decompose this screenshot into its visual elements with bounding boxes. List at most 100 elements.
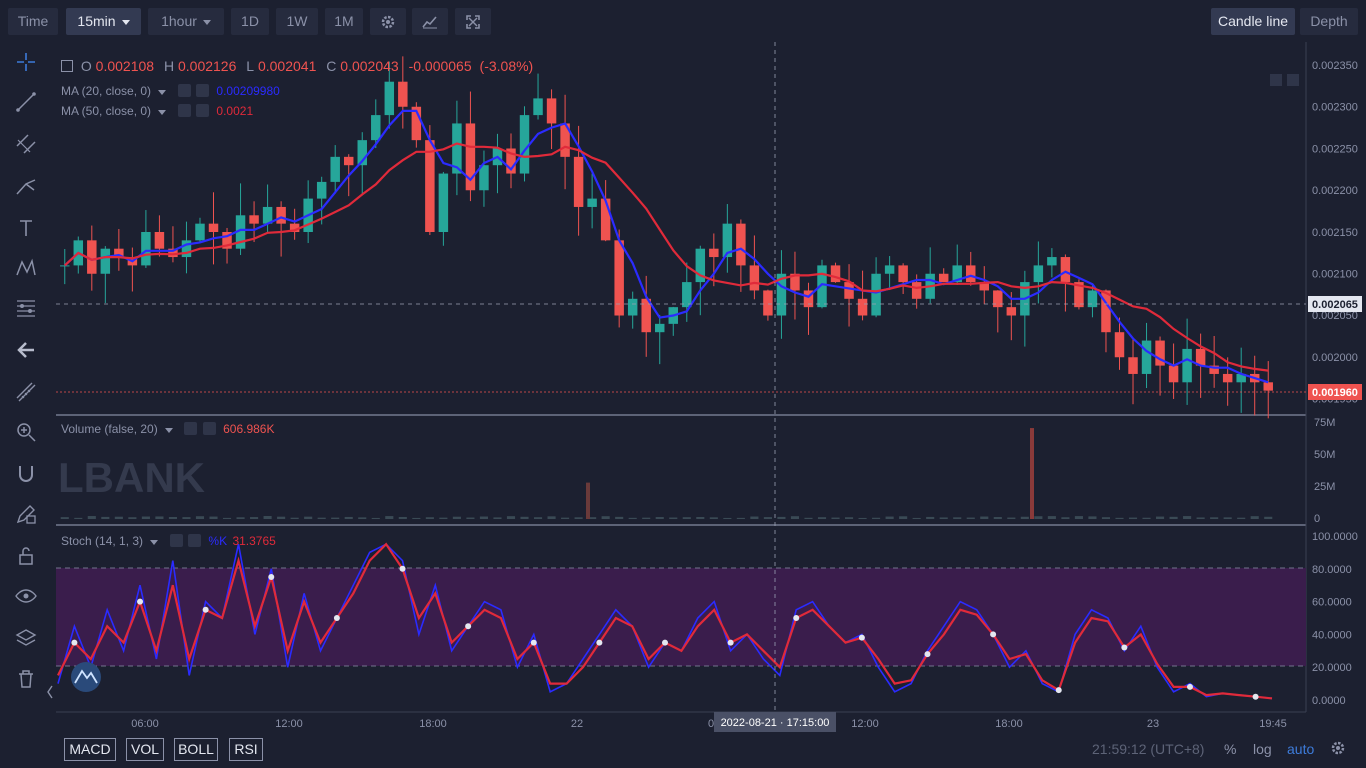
depth-button[interactable]: Depth (1300, 8, 1358, 35)
close-icon[interactable] (202, 422, 216, 435)
chevron-down-icon[interactable] (165, 428, 174, 433)
ma20-legend: MA (20, close, 0) 0.00209980 (61, 84, 280, 98)
candle-body (803, 290, 814, 308)
close-icon[interactable] (196, 104, 210, 117)
fibonacci-icon[interactable] (14, 296, 38, 320)
candle-body (154, 232, 165, 249)
text-tool-icon[interactable] (14, 216, 38, 240)
indicators-button[interactable] (412, 8, 448, 35)
chevron-down-icon[interactable] (158, 90, 167, 95)
magnet-icon[interactable] (14, 462, 38, 486)
indicator-boll-button[interactable]: BOLL (174, 738, 218, 761)
time-tick-label: 18:00 (419, 718, 447, 730)
candle-body (465, 123, 476, 191)
pane-separator[interactable] (56, 524, 1306, 526)
candle-body (655, 323, 665, 333)
volume-bar (777, 516, 786, 519)
candle-body (776, 273, 787, 316)
time-tick-label: 06:00 (131, 718, 159, 730)
auto-toggle[interactable]: auto (1287, 741, 1315, 757)
gear-icon[interactable] (177, 104, 191, 117)
vol-label: VOL (130, 741, 159, 757)
gear-icon[interactable] (184, 422, 198, 435)
price-axis[interactable]: 0.002350 0.002300 0.002250 0.002200 0.002150… (1312, 60, 1358, 406)
ma50-line (64, 142, 1269, 372)
stoch-tick-label: 60.0000 (1312, 597, 1352, 609)
pattern-icon[interactable] (14, 256, 38, 280)
crosshair-time-tag (714, 712, 836, 732)
ruler-icon[interactable] (14, 380, 38, 404)
close-icon[interactable] (188, 534, 202, 547)
pencil-lock-icon[interactable] (14, 502, 38, 526)
ma50-label: MA (50, close, 0) (61, 104, 152, 118)
volume-bar (1061, 517, 1070, 519)
boll-label: BOLL (178, 741, 214, 757)
stoch-label: Stoch (14, 1, 3) (61, 534, 144, 548)
arrow-left-icon[interactable] (14, 338, 38, 362)
volume-bar (277, 516, 286, 519)
interval-1hour-button[interactable]: 1hour (148, 8, 224, 35)
time-axis[interactable]: 06:00 12:00 18:00 22 0 12:00 18:00 23 19:45 (131, 718, 1287, 730)
volume-bar (317, 517, 326, 519)
watermark-logo: LBANK (58, 454, 205, 501)
crosshair-icon[interactable] (14, 50, 38, 74)
candle-body (398, 81, 408, 107)
pane-separator[interactable] (56, 414, 1306, 416)
indicator-rsi-button[interactable]: RSI (229, 738, 263, 761)
settings-button[interactable] (370, 8, 406, 35)
scroll-down-icon[interactable] (1270, 74, 1282, 86)
interval-15min-button[interactable]: 15min (66, 8, 141, 35)
candle-body (966, 265, 976, 283)
scroll-up-icon[interactable] (1287, 74, 1299, 86)
trend-line-icon[interactable] (14, 90, 38, 114)
candle-body (1074, 282, 1084, 308)
interval-1w-button[interactable]: 1W (276, 8, 318, 35)
collapse-legend-icon[interactable] (61, 60, 73, 72)
candle-body (262, 206, 273, 224)
volume-bar (615, 516, 624, 519)
volume-bar (655, 517, 664, 519)
interval-1d-button[interactable]: 1D (231, 8, 269, 35)
stoch-tick-label: 40.0000 (1312, 629, 1352, 641)
gear-icon[interactable] (177, 84, 191, 97)
close-icon[interactable] (196, 84, 210, 97)
time-tick-label: 12:00 (275, 718, 303, 730)
time-button[interactable]: Time (8, 8, 58, 35)
indicator-macd-button[interactable]: MACD (64, 738, 116, 761)
eye-icon[interactable] (14, 584, 38, 608)
percent-toggle[interactable]: % (1224, 741, 1237, 757)
layers-icon[interactable] (14, 626, 38, 650)
volume-bar (331, 517, 340, 519)
pitchfork-icon[interactable] (14, 174, 38, 198)
stoch-axis[interactable]: 100.0000 80.0000 60.0000 40.0000 20.0000 0.00… (1312, 531, 1358, 707)
collapse-toolbar-icon[interactable] (47, 685, 53, 699)
gear-icon[interactable] (1330, 740, 1346, 756)
volume-bar (425, 517, 434, 519)
volume-axis[interactable]: 75M 50M 25M 0 (1314, 417, 1335, 525)
lock-icon[interactable] (14, 544, 38, 568)
chevron-down-icon[interactable] (150, 540, 159, 545)
trash-icon[interactable] (14, 667, 38, 691)
volume-bar (1169, 516, 1178, 519)
stoch-legend: Stoch (14, 1, 3) %K 31.3765 (61, 534, 276, 548)
depth-label: Depth (1310, 13, 1348, 29)
fullscreen-button[interactable] (455, 8, 491, 35)
interval-1m-button[interactable]: 1M (325, 8, 363, 35)
stoch-marker (268, 574, 275, 580)
candle-body (1033, 265, 1044, 283)
log-toggle[interactable]: log (1253, 741, 1272, 757)
gear-icon[interactable] (169, 534, 183, 547)
zoom-in-icon[interactable] (14, 420, 38, 444)
candle-body (736, 223, 746, 266)
chevron-down-icon[interactable] (158, 110, 167, 115)
candle-body (1047, 257, 1057, 266)
price-tick-label: 0.002350 (1312, 60, 1358, 72)
candle-body (763, 290, 773, 316)
candle-line-button[interactable]: Candle line (1211, 8, 1295, 35)
indicator-vol-button[interactable]: VOL (126, 738, 164, 761)
open-value: 0.002108 (95, 58, 155, 74)
volume-bar (371, 517, 380, 519)
parallel-channel-icon[interactable] (14, 132, 38, 156)
